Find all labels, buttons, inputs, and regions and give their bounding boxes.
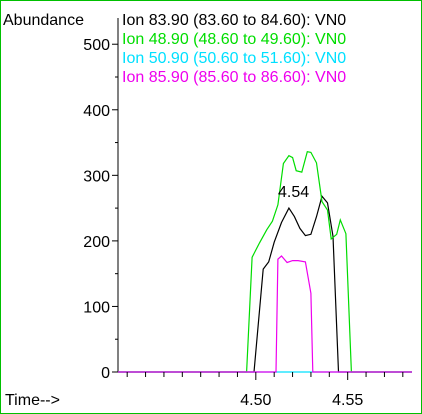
y-tick-label: 300 bbox=[83, 168, 110, 185]
y-tick-label: 200 bbox=[83, 234, 110, 251]
x-tick-label: 4.55 bbox=[332, 392, 363, 409]
series-line-4 bbox=[118, 255, 412, 373]
legend-entry-2: Ion 48.90 (48.60 to 49.60): VN0 bbox=[122, 31, 346, 48]
series-line-1 bbox=[118, 195, 412, 373]
y-tick-label: 400 bbox=[83, 103, 110, 120]
legend-entry-3: Ion 50.90 (50.60 to 51.60): VN0 bbox=[122, 50, 346, 67]
legend: Ion 83.90 (83.60 to 84.60): VN0 Ion 48.90… bbox=[122, 12, 346, 86]
series-line-2 bbox=[118, 151, 412, 373]
y-ticks: 0 100 200 300 400 500 bbox=[83, 37, 118, 382]
legend-entry-4: Ion 85.90 (85.60 to 86.60): VN0 bbox=[122, 69, 346, 86]
series-layer bbox=[118, 151, 412, 373]
y-tick-label: 100 bbox=[83, 299, 110, 316]
x-ticks: 4.50 4.55 bbox=[126, 372, 404, 409]
peak-annotation: 4.54 bbox=[278, 184, 309, 201]
y-tick-label: 500 bbox=[83, 37, 110, 54]
x-tick-label: 4.50 bbox=[240, 392, 271, 409]
y-axis-label: Abundance bbox=[3, 12, 84, 29]
y-tick-label: 0 bbox=[101, 365, 110, 382]
legend-entry-1: Ion 83.90 (83.60 to 84.60): VN0 bbox=[122, 12, 346, 29]
x-axis-label: Time--> bbox=[5, 392, 60, 409]
